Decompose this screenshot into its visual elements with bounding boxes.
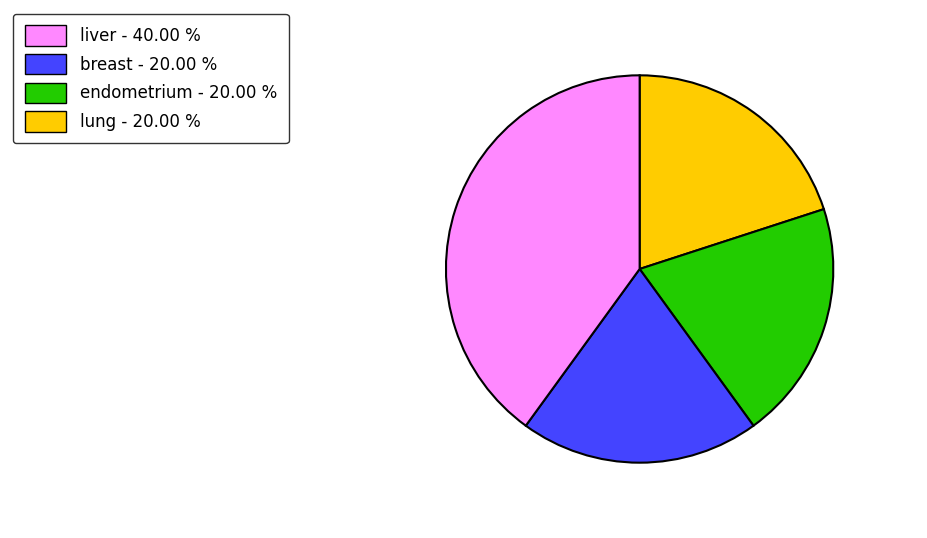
Legend: liver - 40.00 %, breast - 20.00 %, endometrium - 20.00 %, lung - 20.00 %: liver - 40.00 %, breast - 20.00 %, endom… [13,13,288,144]
Wedge shape [640,209,833,426]
Wedge shape [526,269,754,463]
Wedge shape [640,75,824,269]
Wedge shape [446,75,640,426]
